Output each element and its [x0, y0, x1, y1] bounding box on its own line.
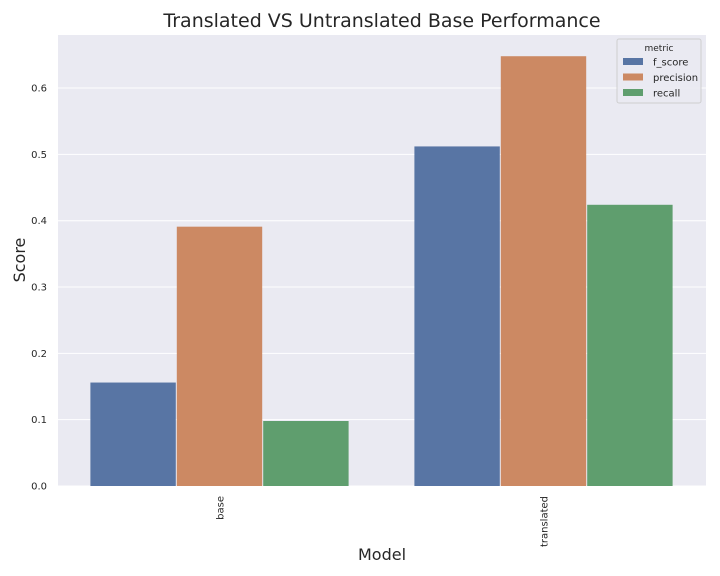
bar-translated-f_score: [414, 146, 500, 486]
y-tick-label: 0.4: [31, 216, 47, 227]
y-tick-label: 0.3: [31, 283, 47, 294]
x-axis-ticks: base translated: [216, 496, 551, 547]
legend-label-f_score: f_score: [653, 58, 688, 69]
legend-box: [616, 38, 702, 104]
legend-swatch-precision: [623, 73, 643, 81]
x-tick-label: translated: [540, 496, 551, 547]
legend-label-recall: recall: [653, 89, 680, 100]
y-tick-label: 0.0: [31, 482, 47, 493]
y-tick-label: 0.5: [31, 150, 47, 161]
legend-label-precision: precision: [653, 73, 698, 84]
y-tick-label: 0.1: [31, 415, 47, 426]
bar-base-f_score: [90, 382, 176, 486]
bar-base-recall: [263, 421, 349, 486]
bar-base-precision: [176, 226, 263, 487]
x-tick-label: base: [216, 496, 227, 520]
y-tick-label: 0.2: [31, 349, 47, 360]
y-tick-label: 0.6: [31, 84, 47, 95]
x-axis-label: Model: [358, 545, 406, 564]
bar-translated-precision: [500, 56, 587, 486]
legend-swatch-recall: [623, 89, 643, 96]
y-axis-ticks: 0.0 0.1 0.2 0.3 0.4 0.5 0.6: [31, 84, 47, 493]
chart-title: Translated VS Untranslated Base Performa…: [162, 10, 600, 32]
bar-translated-recall: [587, 204, 673, 486]
legend-title: metric: [645, 44, 674, 54]
legend-swatch-f_score: [623, 58, 643, 65]
bars: [90, 56, 673, 487]
y-axis-label: Score: [10, 238, 29, 283]
legend: metric f_score precision recall: [616, 38, 702, 104]
